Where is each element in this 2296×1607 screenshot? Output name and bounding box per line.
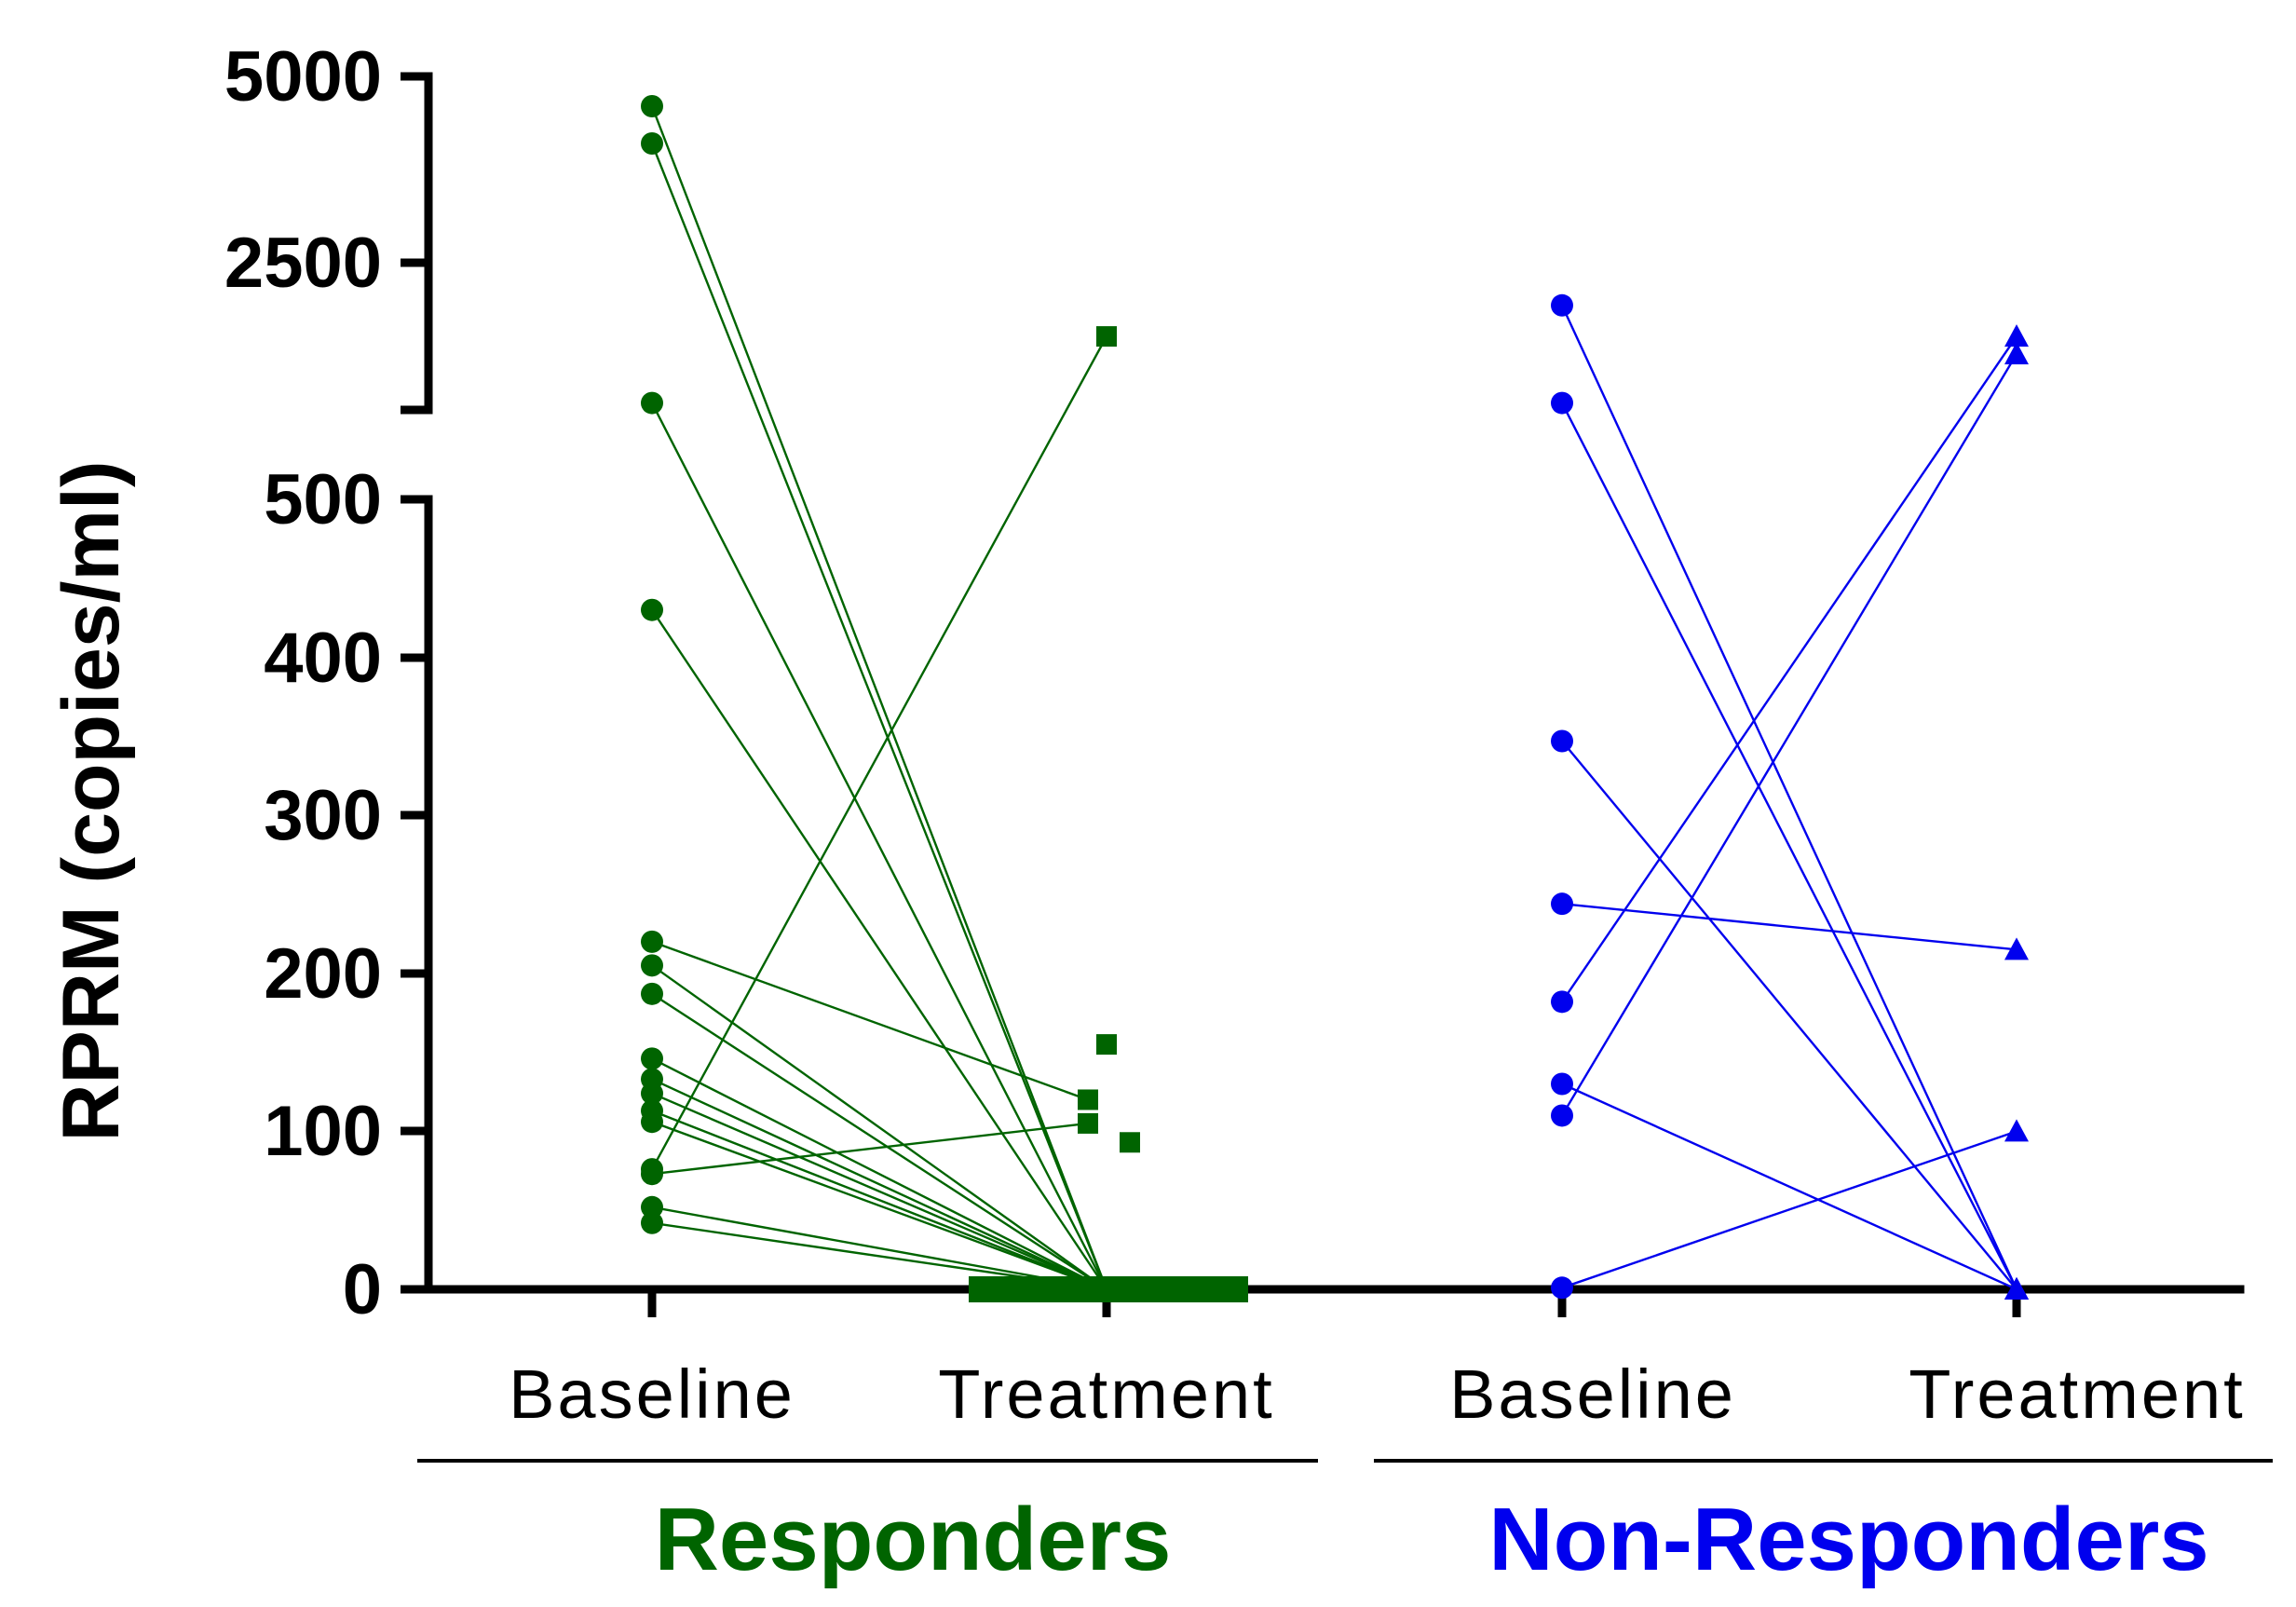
nonresponders-baseline-point-5: [1551, 1072, 1573, 1096]
responders-pair-line-4: [651, 940, 1089, 1101]
responders-pair-line-13: [651, 1122, 1089, 1176]
nonresponders-pair-line-2: [1561, 740, 2017, 1290]
nonresponders-pair-line-4: [1561, 335, 2017, 1003]
x-label-nonresponders-baseline: Baseline: [1449, 1355, 1736, 1433]
nonresponders-baseline-point-4: [1551, 990, 1573, 1014]
nonresponders-baseline-point-2: [1551, 729, 1573, 753]
responders-baseline-point-0: [641, 95, 663, 117]
responders-treatment-point-12: [1096, 326, 1117, 347]
responders-pair-line-2: [650, 402, 1108, 1290]
data-points: [641, 95, 2029, 1300]
nonresponders-pair-line-1: [1560, 402, 2018, 1290]
responders-baseline-point-4: [641, 930, 663, 953]
responders-treatment-point-13: [1078, 1112, 1098, 1134]
nonresponders-treatment-point-7: [2004, 1119, 2029, 1142]
responders-baseline-point-11: [641, 1110, 663, 1134]
responders-baseline-point-5: [641, 954, 663, 977]
y-tick-label-400: 400: [264, 619, 382, 698]
nonresponders-pair-line-0: [1560, 305, 2018, 1290]
nonresponders-baseline-point-3: [1551, 892, 1573, 916]
responders-baseline-point-3: [641, 598, 663, 621]
nonresponders-pair-line-6: [1560, 353, 2018, 1117]
nonresponders-pair-line-5: [1561, 1083, 2017, 1291]
nonresponders-group-label: Non-Responders: [1488, 1490, 2208, 1589]
responders-pair-line-0: [650, 105, 1108, 1290]
responders-baseline-point-9: [641, 1082, 663, 1105]
responders-baseline-point-2: [641, 391, 663, 415]
nonresponders-baseline-point-7: [1551, 1276, 1573, 1300]
responders-baseline-point-7: [641, 1047, 663, 1070]
responders-baseline-point-14: [641, 1195, 663, 1219]
responders-unpaired-treatment-point-1: [1120, 1132, 1140, 1153]
responders-pair-line-10: [651, 1110, 1107, 1291]
responders-pair-line-3: [651, 609, 1107, 1290]
y-tick-label-0: 0: [343, 1250, 382, 1329]
nonresponders-treatment-point-5: [2004, 1277, 2029, 1300]
y-tick-label-5000: 5000: [224, 37, 382, 116]
x-label-responders-baseline: Baseline: [509, 1355, 795, 1433]
y-tick-label-200: 200: [264, 934, 382, 1014]
nonresponders-pair-line-7: [1561, 1130, 2017, 1289]
responders-baseline-point-6: [641, 982, 663, 1005]
nonresponders-baseline-point-6: [1551, 1104, 1573, 1127]
nonresponders-baseline-point-0: [1551, 293, 1573, 317]
responders-pair-line-5: [651, 964, 1107, 1290]
responders-baseline-point-1: [641, 132, 663, 155]
x-label-nonresponders-treatment: Treatment: [1909, 1355, 2245, 1433]
y-axis-label: RPRM (copies/ml): [47, 460, 136, 1141]
responders-unpaired-treatment-point-0: [1096, 1034, 1117, 1055]
responders-pair-line-14: [651, 1205, 1107, 1291]
y-tick-label-100: 100: [264, 1092, 382, 1171]
responders-pair-line-6: [651, 992, 1107, 1291]
responders-pair-line-12: [650, 335, 1108, 1170]
responders-pair-line-1: [650, 143, 1108, 1290]
nonresponders-treatment-point-6: [2004, 342, 2029, 365]
nonresponders-baseline-point-1: [1551, 391, 1573, 415]
responders-pair-line-8: [651, 1078, 1107, 1291]
responders-group-label: Responders: [655, 1490, 1172, 1589]
nonresponders-treatment-point-3: [2004, 937, 2029, 960]
zero-cluster: [969, 1276, 1248, 1302]
y-tick-label-2500: 2500: [224, 224, 382, 303]
nonresponders-treatment-point-4: [2004, 324, 2029, 347]
responders-zero-treatment-cluster: [969, 1276, 1248, 1302]
responders-pair-line-7: [651, 1057, 1107, 1291]
y-tick-label-300: 300: [264, 776, 382, 855]
x-label-responders-treatment: Treatment: [938, 1355, 1274, 1433]
responders-pair-line-11: [651, 1121, 1107, 1291]
paired-lines: [650, 105, 2018, 1291]
nonresponders-pair-line-3: [1561, 902, 2017, 951]
responders-pair-line-9: [651, 1092, 1107, 1291]
responders-baseline-point-13: [641, 1163, 663, 1186]
responders-baseline-point-15: [641, 1211, 663, 1234]
y-tick-label-500: 500: [264, 460, 382, 539]
responders-treatment-point-4: [1078, 1089, 1098, 1110]
